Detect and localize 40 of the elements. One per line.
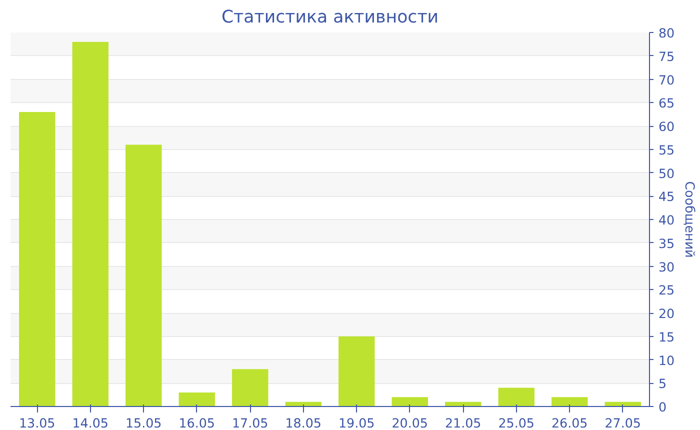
bar [178, 392, 215, 406]
bar [498, 388, 534, 406]
y-tick-label: 60 [658, 119, 675, 134]
y-tick-label: 45 [658, 189, 675, 204]
chart-title: Статистика активности [221, 8, 439, 28]
y-tick-label: 70 [658, 72, 675, 88]
x-tick-label: 25.05 [498, 416, 534, 430]
x-tick-label: 13.05 [19, 416, 56, 430]
bar [126, 144, 162, 406]
y-tick-label: 20 [658, 306, 675, 321]
x-tick-label: 19.05 [338, 416, 375, 430]
y-tick-label: 10 [658, 352, 675, 368]
x-tick-label: 21.05 [445, 416, 482, 430]
x-tick-label: 14.05 [72, 416, 108, 430]
x-tick-label: 17.05 [232, 416, 268, 430]
x-tick-label: 15.05 [126, 416, 162, 430]
bar [72, 42, 108, 406]
y-tick-label: 50 [658, 166, 675, 181]
bar [392, 397, 428, 406]
x-tick-label: 16.05 [178, 416, 215, 430]
y-tick-label: 65 [658, 96, 675, 111]
y-tick-label: 35 [658, 236, 675, 251]
x-tick-label: 20.05 [392, 416, 428, 430]
bar [338, 336, 375, 406]
bar [552, 397, 588, 406]
x-tick-label: 26.05 [552, 416, 588, 430]
y-tick-label: 0 [658, 400, 667, 414]
y-tick-label: 75 [658, 48, 675, 64]
y-tick-label: 55 [658, 142, 675, 158]
bar [19, 112, 56, 406]
y-axis-title: Сообщений [682, 181, 698, 258]
x-tick-label: 18.05 [285, 416, 322, 430]
y-tick-label: 40 [658, 212, 675, 228]
y-tick-label: 30 [658, 259, 675, 274]
y-tick-label: 25 [658, 282, 675, 298]
x-tick-label: 27.05 [604, 416, 641, 430]
y-tick-label: 80 [658, 26, 675, 40]
bar [232, 369, 268, 406]
y-tick-label: 15 [658, 329, 675, 344]
y-tick-label: 5 [658, 376, 667, 392]
